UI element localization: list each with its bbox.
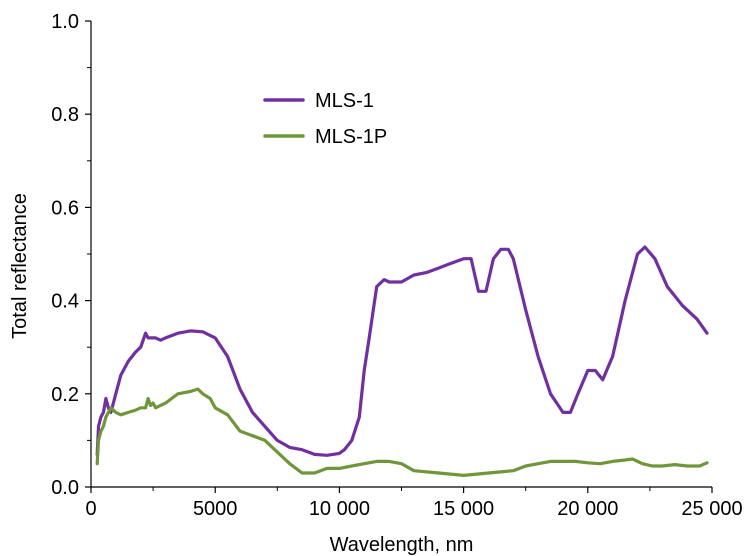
y-tick-label: 1.0 <box>51 11 79 33</box>
y-tick-label: 0.4 <box>51 291 79 313</box>
series-layer <box>95 245 709 477</box>
x-tick-label: 5000 <box>193 498 238 520</box>
x-tick-label: 15 000 <box>433 498 494 520</box>
y-tick-label: 0.6 <box>51 197 79 219</box>
x-tick-label: 10 000 <box>309 498 370 520</box>
series-line-1 <box>95 245 709 457</box>
x-tick-label: 0 <box>85 498 96 520</box>
y-tick-label: 0.8 <box>51 104 79 126</box>
y-axis-title: Total reflectance <box>9 193 31 339</box>
x-tick-label: 25 000 <box>681 498 742 520</box>
legend-label: MLS-1P <box>315 126 387 148</box>
y-axis-ticks: 0.0 0.2 0.4 0.6 0.8 1.0 <box>51 11 91 499</box>
y-tick-label: 0.2 <box>51 384 79 406</box>
axes <box>90 21 712 488</box>
legend-label: MLS-1 <box>315 90 374 112</box>
x-axis-title: Wavelength, nm <box>330 534 474 556</box>
x-axis-ticks: 0 5000 10 000 15 000 20 000 25 000 <box>85 487 743 520</box>
x-tick-label: 20 000 <box>557 498 618 520</box>
legend: MLS-1 MLS-1P <box>263 90 387 148</box>
y-tick-label: 0.0 <box>51 477 79 499</box>
series-line-2 <box>95 387 709 477</box>
